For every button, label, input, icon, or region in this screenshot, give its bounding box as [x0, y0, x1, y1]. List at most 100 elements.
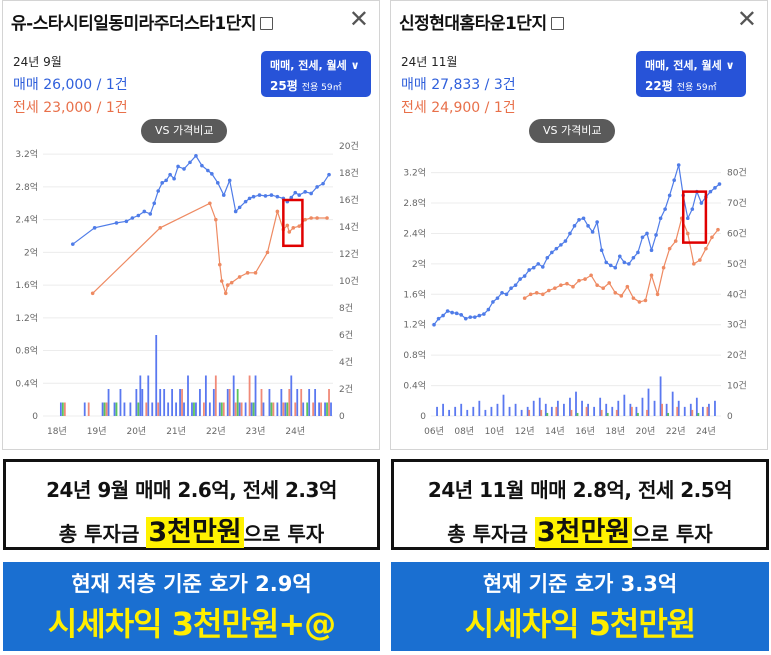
- sale-volume-bar: [155, 335, 158, 416]
- close-icon[interactable]: ✕: [736, 5, 757, 33]
- rent-volume-bar: [328, 389, 330, 416]
- y2-tick-label: 20건: [339, 141, 359, 152]
- sale-point: [454, 311, 459, 316]
- monthly-volume-bar: [667, 412, 670, 416]
- deal-filter-button[interactable]: 매매, 전세, 월세 ∨ 25평 전용 59㎡: [261, 51, 371, 97]
- rent-point: [297, 224, 302, 228]
- map-icon[interactable]: [550, 17, 564, 30]
- rent-point: [291, 226, 296, 230]
- rent-volume-bar: [615, 409, 618, 416]
- sale-volume-bar: [167, 402, 170, 416]
- sale-point: [590, 230, 595, 234]
- sale-point: [160, 181, 164, 185]
- sale-point: [243, 199, 248, 204]
- y-tick-label: 2.8억: [15, 181, 38, 193]
- rent-point: [571, 284, 575, 289]
- sale-point: [156, 189, 161, 193]
- sale-point: [441, 313, 445, 318]
- x-tick-label: 14년: [545, 426, 565, 437]
- rent-volume-bar: [320, 402, 322, 416]
- sale-volume-bar: [448, 409, 451, 416]
- sale-volume-bar: [244, 402, 247, 416]
- sale-point: [257, 193, 262, 197]
- rent-point: [613, 290, 618, 295]
- sale-point: [436, 316, 441, 321]
- sale-point: [148, 212, 153, 216]
- sale-point: [309, 191, 313, 196]
- monthly-volume-bar: [236, 389, 239, 416]
- y-tick-label: 1.6억: [403, 288, 426, 300]
- monthly-volume-bar: [252, 402, 255, 416]
- y-tick-label: 0: [420, 412, 426, 422]
- rent-point: [229, 280, 234, 285]
- sale-volume-bar: [695, 397, 698, 416]
- sale-volume-bar: [466, 409, 469, 416]
- sale-volume-bar: [544, 403, 547, 416]
- sale-point: [500, 290, 504, 295]
- rent-volume-bar: [630, 406, 633, 416]
- rent-volume-bar: [63, 402, 66, 416]
- sale-point: [563, 239, 568, 243]
- sale-point: [649, 248, 654, 252]
- rent-point: [577, 278, 581, 283]
- y2-tick-label: 0: [727, 412, 733, 422]
- sale-point: [613, 265, 618, 270]
- sale-volume-bar: [191, 402, 193, 416]
- rent-point: [245, 271, 250, 275]
- y2-tick-label: 6건: [339, 330, 353, 341]
- monthly-volume-bar: [637, 412, 639, 416]
- vs-compare-button[interactable]: VS 가격비교: [141, 119, 228, 143]
- sale-point: [164, 178, 168, 183]
- sale-point: [550, 250, 554, 255]
- sale-volume-bar: [218, 402, 221, 416]
- capital-gain: 시세차익 3천만원+@: [47, 605, 336, 643]
- sale-volume-bar: [159, 389, 162, 416]
- rent-point: [225, 283, 230, 287]
- investment-amount: 3천만원: [146, 517, 244, 548]
- rent-point: [325, 216, 329, 220]
- rent-point: [237, 275, 242, 279]
- investment-summary-left: 24년 9월 매매 2.6억, 전세 2.3억 총 투자금 3천만원 으로 투자: [3, 459, 380, 550]
- rent-volume-bar: [105, 402, 108, 416]
- sale-volume-bar: [641, 397, 644, 416]
- x-tick-label: 10년: [485, 426, 505, 437]
- investment-amount: 3천만원: [534, 517, 633, 548]
- deal-filter-button[interactable]: 매매, 전세, 월세 ∨ 22평 전용 59㎡: [636, 51, 746, 97]
- rent-point: [534, 290, 539, 295]
- sale-point: [676, 163, 681, 167]
- close-icon[interactable]: ✕: [348, 5, 369, 33]
- x-tick-label: 12년: [515, 426, 535, 437]
- rent-point: [589, 273, 593, 278]
- rent-volume-bar: [288, 389, 291, 416]
- sale-volume-bar: [276, 402, 279, 416]
- current-asking-price: 현재 저층 기준 호가 2.9억: [71, 572, 312, 596]
- sale-point: [221, 193, 226, 197]
- left-complex-panel: 유-스타시티일동미라주더스타1단지 ✕ 24년 9월 매매 26,000 / 1…: [2, 0, 380, 450]
- sale-point: [70, 242, 75, 246]
- sale-volume-bar: [520, 409, 523, 416]
- sale-volume-bar: [460, 403, 463, 416]
- sale-point: [672, 178, 676, 183]
- sale-point: [200, 163, 204, 168]
- sale-volume-bar: [514, 403, 517, 416]
- sale-volume-bar: [587, 403, 589, 416]
- price-chart: 0 0.4억 0.8억 1.2억 1.6억 2억 2.4억 2.8억 3.2억 0 10건 20건 30…: [403, 163, 747, 437]
- y2-tick-label: 12건: [339, 249, 359, 260]
- monthly-volume-bar: [576, 412, 579, 416]
- rent-volume-bar: [282, 402, 285, 416]
- sale-volume-bar: [226, 389, 229, 416]
- sale-volume-bar: [232, 375, 235, 416]
- vs-compare-button[interactable]: VS 가격비교: [529, 119, 616, 143]
- sale-volume-bar: [119, 389, 122, 416]
- investment-summary-right: 24년 11월 매매 2.8억, 전세 2.5억 총 투자금 3천만원 으로 투자: [391, 459, 769, 550]
- sale-volume-bar: [268, 389, 271, 416]
- rent-volume-bar: [676, 406, 679, 416]
- map-icon[interactable]: [259, 17, 273, 30]
- sale-volume-bar: [484, 409, 487, 416]
- rent-point: [90, 291, 95, 296]
- sale-volume-bar: [151, 402, 154, 416]
- sale-point: [215, 181, 220, 185]
- rent-volume-bar: [181, 389, 183, 416]
- selected-month: 24년 9월: [13, 55, 62, 69]
- sale-point: [654, 233, 658, 237]
